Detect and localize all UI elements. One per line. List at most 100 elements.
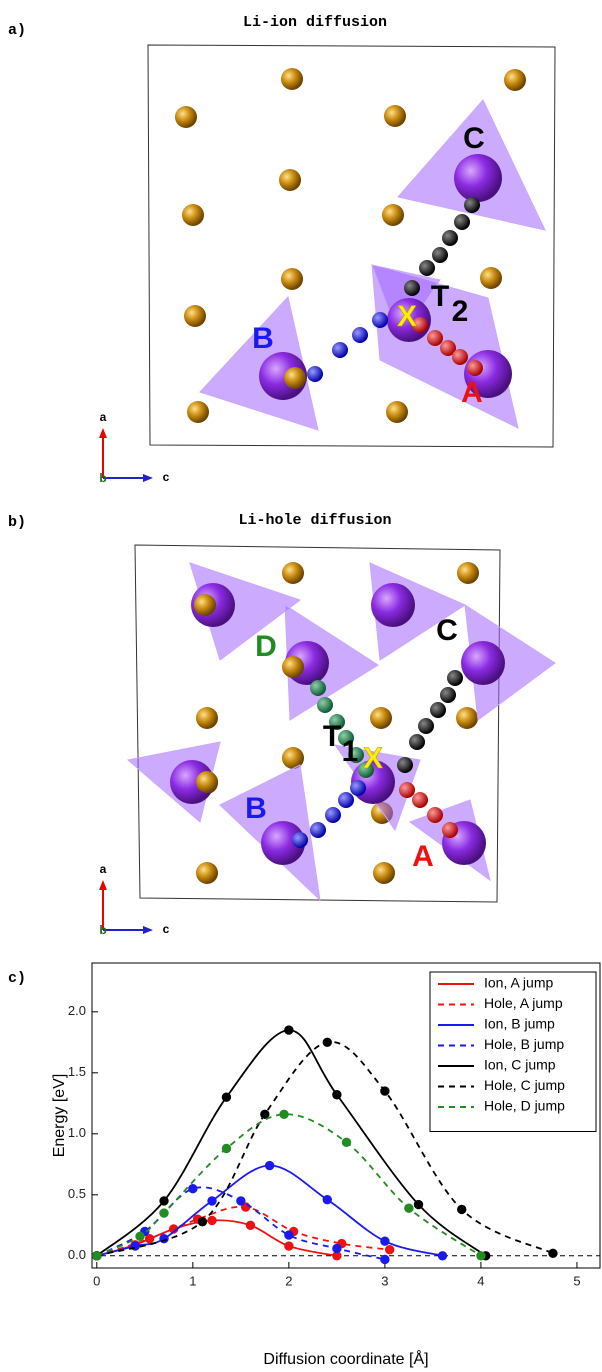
axis-label: a bbox=[100, 410, 107, 424]
panel-label: a) bbox=[8, 22, 26, 39]
data-point bbox=[437, 1251, 448, 1261]
li-site bbox=[261, 821, 305, 865]
data-point bbox=[380, 1236, 390, 1246]
data-point bbox=[188, 1184, 198, 1194]
site-label: D bbox=[255, 630, 277, 663]
arrow-head bbox=[143, 926, 153, 934]
site-label: B bbox=[252, 322, 274, 355]
path-atom bbox=[432, 247, 448, 263]
path-atom bbox=[310, 680, 326, 696]
axis-label: b bbox=[99, 923, 106, 937]
y-tick-label: 0.5 bbox=[68, 1186, 86, 1201]
legend-label: Hole, D jump bbox=[484, 1098, 565, 1114]
panel-title: Li-ion diffusion bbox=[243, 14, 387, 31]
atom bbox=[456, 707, 478, 729]
atom bbox=[504, 69, 526, 91]
atom bbox=[279, 169, 301, 191]
site-label: A bbox=[412, 840, 434, 873]
path-atom bbox=[338, 730, 354, 746]
panel-c: c) 0 1 2 3 4 5 0.0 0.5 1.0 1.5 2.0 Diffusion coordi… bbox=[8, 962, 601, 1368]
data-point bbox=[322, 1037, 332, 1048]
atom bbox=[282, 656, 304, 678]
atom bbox=[284, 367, 306, 389]
cell-box bbox=[147, 44, 556, 448]
axis-label: c bbox=[163, 922, 170, 936]
data-point bbox=[207, 1215, 217, 1226]
path-atom bbox=[329, 714, 345, 730]
legend-label: Ion, A jump bbox=[484, 975, 553, 991]
path-atom bbox=[348, 747, 364, 763]
site-label: T bbox=[431, 280, 449, 313]
path-atom bbox=[430, 702, 446, 718]
path-atom bbox=[419, 260, 435, 276]
path-atom bbox=[412, 317, 428, 333]
atom bbox=[282, 747, 304, 769]
site-label: T bbox=[323, 720, 341, 753]
data-point bbox=[207, 1196, 217, 1206]
data-point bbox=[476, 1251, 486, 1261]
data-point bbox=[284, 1230, 294, 1240]
path-atom bbox=[372, 312, 388, 328]
y-tick-label: 2.0 bbox=[68, 1003, 86, 1018]
x-tick-label: 0 bbox=[93, 1273, 100, 1288]
panel-a: a) Li-ion diffusion C XT 2 B Aa b c bbox=[8, 14, 556, 485]
axis-label: c bbox=[163, 470, 170, 484]
plot-frame bbox=[91, 962, 601, 1269]
cell-box bbox=[134, 544, 501, 903]
path-atom bbox=[440, 340, 456, 356]
y-tick-label: 1.0 bbox=[68, 1125, 86, 1140]
data-point bbox=[260, 1109, 270, 1119]
atom bbox=[386, 401, 408, 423]
data-point bbox=[221, 1143, 232, 1154]
legend-label: Hole, B jump bbox=[484, 1036, 564, 1052]
legend-label: Hole, C jump bbox=[484, 1077, 565, 1093]
data-point bbox=[284, 1025, 294, 1035]
x-tick-label: 5 bbox=[573, 1273, 580, 1288]
data-point bbox=[144, 1234, 155, 1244]
arrow-head bbox=[99, 428, 107, 438]
path-atom bbox=[310, 822, 326, 838]
atom bbox=[281, 268, 303, 290]
path-atom bbox=[307, 366, 323, 382]
atom bbox=[187, 401, 209, 423]
atom bbox=[196, 862, 218, 884]
site-label: C bbox=[463, 122, 485, 155]
path-atom bbox=[454, 214, 470, 230]
y-tick-label: 0.0 bbox=[68, 1247, 86, 1262]
data-point bbox=[221, 1092, 232, 1102]
path-atom bbox=[418, 718, 434, 734]
atom bbox=[182, 204, 204, 226]
x-axis-label: Diffusion coordinate [Å] bbox=[263, 1349, 428, 1368]
data-point bbox=[332, 1090, 342, 1100]
li-site bbox=[454, 154, 502, 202]
data-point bbox=[135, 1231, 145, 1241]
data-point bbox=[322, 1194, 332, 1205]
path-atom bbox=[412, 792, 428, 808]
atom bbox=[370, 707, 392, 729]
site-label: X bbox=[397, 300, 417, 333]
data-point bbox=[404, 1203, 414, 1213]
path-atom bbox=[452, 349, 468, 365]
y-axis-label: Energy [eV] bbox=[51, 1074, 68, 1158]
path-atom bbox=[409, 734, 425, 750]
path-atom bbox=[338, 792, 354, 808]
site-label: B bbox=[245, 792, 267, 825]
data-point bbox=[413, 1199, 424, 1210]
path-atom bbox=[447, 670, 463, 686]
atom bbox=[175, 106, 197, 128]
legend-label: Ion, B jump bbox=[484, 1016, 555, 1032]
path-atom bbox=[404, 280, 420, 296]
data-point bbox=[92, 1251, 102, 1261]
arrow-head bbox=[143, 474, 153, 482]
atom bbox=[196, 771, 218, 793]
path-atom bbox=[397, 757, 413, 773]
data-point bbox=[380, 1086, 390, 1096]
atom bbox=[382, 204, 404, 226]
li-site bbox=[170, 760, 214, 804]
atom bbox=[457, 562, 479, 584]
data-point bbox=[197, 1216, 208, 1227]
x-tick-label: 2 bbox=[285, 1273, 292, 1288]
data-point bbox=[159, 1196, 169, 1206]
data-point bbox=[332, 1243, 342, 1254]
